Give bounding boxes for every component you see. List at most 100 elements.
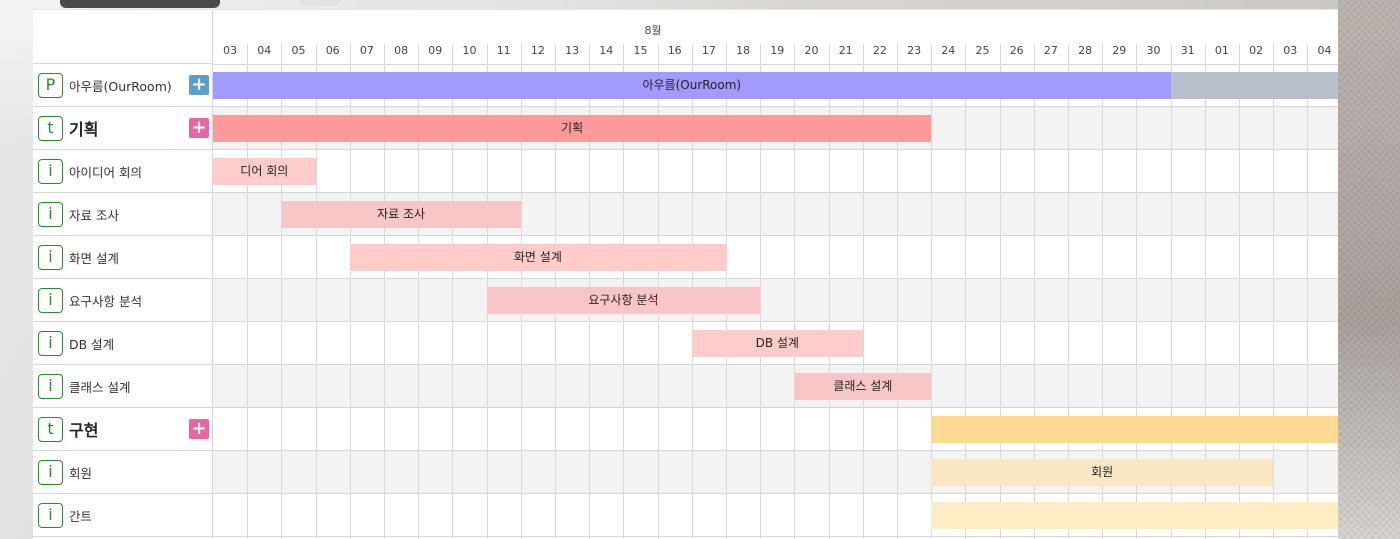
task-row[interactable]: P 아우름(OurRoom) + — [33, 64, 212, 107]
task-row[interactable]: i 요구사항 분석 — [33, 279, 212, 322]
gantt-bar[interactable]: 화면 설계 — [349, 244, 726, 271]
timeline: 8월 03 04 05 06 07 08 09 10 11 12 13 14 15 16 17 18 19 20 2… — [213, 10, 1338, 539]
task-type-icon: i — [38, 201, 63, 227]
background-device — [60, 0, 220, 8]
task-label: 아이디어 회의 — [69, 164, 142, 180]
gantt-bar[interactable]: DB 설계 — [691, 330, 863, 357]
task-type-icon: t — [38, 416, 63, 442]
gantt-bar[interactable] — [931, 416, 1338, 443]
gantt-bar[interactable]: 기획 — [213, 115, 932, 142]
day-label: 10 — [462, 44, 477, 57]
task-label: DB 설계 — [69, 336, 115, 352]
day-label: 22 — [872, 44, 887, 57]
day-label: 04 — [1317, 44, 1332, 57]
day-header: 03 04 05 06 07 08 09 10 11 12 13 14 15 16 17 18 19 20 21 22… — [213, 44, 1338, 64]
day-label: 24 — [941, 44, 956, 57]
task-row[interactable]: t 구현 + — [33, 408, 212, 451]
grid-row — [213, 279, 1338, 322]
task-type-icon: i — [38, 244, 63, 270]
day-label: 28 — [1078, 44, 1093, 57]
task-row[interactable]: i 클래스 설계 — [33, 365, 212, 408]
day-label: 31 — [1180, 44, 1195, 57]
day-label: 09 — [428, 44, 443, 57]
day-label: 03 — [1283, 44, 1298, 57]
day-label: 15 — [633, 44, 648, 57]
grid-row — [213, 150, 1338, 193]
task-label: 간트 — [69, 508, 93, 524]
gantt-bar[interactable]: 클래스 설계 — [794, 373, 932, 400]
task-label: 화면 설계 — [69, 250, 119, 266]
gantt-bar[interactable] — [931, 502, 1338, 529]
day-label: 23 — [907, 44, 922, 57]
task-row[interactable]: i 아이디어 회의 — [33, 150, 212, 193]
task-label: 자료 조사 — [69, 207, 119, 223]
background-object — [300, 0, 340, 6]
task-type-icon: i — [38, 330, 63, 356]
day-label: 13 — [565, 44, 580, 57]
task-row[interactable]: i DB 설계 — [33, 322, 212, 365]
day-label: 21 — [838, 44, 853, 57]
grid-row — [213, 236, 1338, 279]
day-label: 16 — [667, 44, 682, 57]
task-type-icon: i — [38, 373, 63, 399]
day-label: 30 — [1146, 44, 1161, 57]
day-label: 05 — [291, 44, 306, 57]
day-label: 11 — [496, 44, 511, 57]
task-type-icon: i — [38, 502, 63, 528]
day-label: 19 — [770, 44, 785, 57]
day-label: 12 — [530, 44, 545, 57]
task-label: 클래스 설계 — [69, 379, 131, 395]
day-label: 29 — [1112, 44, 1127, 57]
task-row[interactable]: t 기획 + — [33, 107, 212, 150]
gantt-bar-remaining — [1170, 72, 1338, 99]
task-label: 기획 — [69, 120, 99, 139]
day-label: 03 — [223, 44, 238, 57]
grid-row — [213, 64, 1338, 107]
grid-row — [213, 193, 1338, 236]
task-row[interactable]: i 간트 — [33, 494, 212, 537]
gantt-bar[interactable]: 회원 — [931, 459, 1274, 486]
day-label: 04 — [257, 44, 272, 57]
task-list: P 아우름(OurRoom) + t 기획 + i 아이디어 회의 i 자료 조사 i 화면 설계 i 요… — [33, 10, 213, 539]
day-label: 18 — [736, 44, 751, 57]
task-label: 아우름(OurRoom) — [69, 78, 172, 94]
task-type-icon: t — [38, 115, 63, 141]
day-label: 02 — [1249, 44, 1264, 57]
task-row[interactable]: i 자료 조사 — [33, 193, 212, 236]
task-label: 구현 — [69, 421, 99, 440]
header-divider — [213, 64, 1338, 65]
add-task-button[interactable]: + — [189, 419, 209, 439]
day-label: 25 — [975, 44, 990, 57]
gantt-chart: P 아우름(OurRoom) + t 기획 + i 아이디어 회의 i 자료 조사 i 화면 설계 i 요… — [33, 9, 1338, 539]
day-label: 17 — [701, 44, 716, 57]
add-task-button[interactable]: + — [189, 75, 209, 95]
grid-row — [213, 365, 1338, 408]
task-type-icon: i — [38, 158, 63, 184]
day-label: 26 — [1009, 44, 1024, 57]
month-label: 8월 — [644, 24, 662, 37]
day-label: 06 — [325, 44, 340, 57]
gantt-bar[interactable]: 아우름(OurRoom) — [213, 72, 1171, 99]
task-list-header — [33, 10, 212, 64]
task-row[interactable]: i 화면 설계 — [33, 236, 212, 279]
task-label: 회원 — [69, 465, 93, 481]
background-fabric — [1338, 0, 1400, 539]
day-label: 27 — [1043, 44, 1058, 57]
day-label: 08 — [394, 44, 409, 57]
task-row[interactable]: i 회원 — [33, 451, 212, 494]
day-label: 01 — [1214, 44, 1229, 57]
grid-row — [213, 322, 1338, 365]
gantt-bar[interactable]: 디어 회의 — [213, 158, 316, 185]
day-label: 20 — [804, 44, 819, 57]
task-type-icon: P — [38, 72, 63, 98]
gantt-bar[interactable]: 요구사항 분석 — [486, 287, 761, 314]
gantt-bar[interactable]: 자료 조사 — [281, 201, 521, 228]
task-type-icon: i — [38, 459, 63, 485]
task-label: 요구사항 분석 — [69, 293, 142, 309]
task-type-icon: i — [38, 287, 63, 313]
day-label: 14 — [599, 44, 614, 57]
day-label: 07 — [359, 44, 374, 57]
add-task-button[interactable]: + — [189, 118, 209, 138]
grid-row — [213, 494, 1338, 537]
grid-row — [213, 408, 1338, 451]
